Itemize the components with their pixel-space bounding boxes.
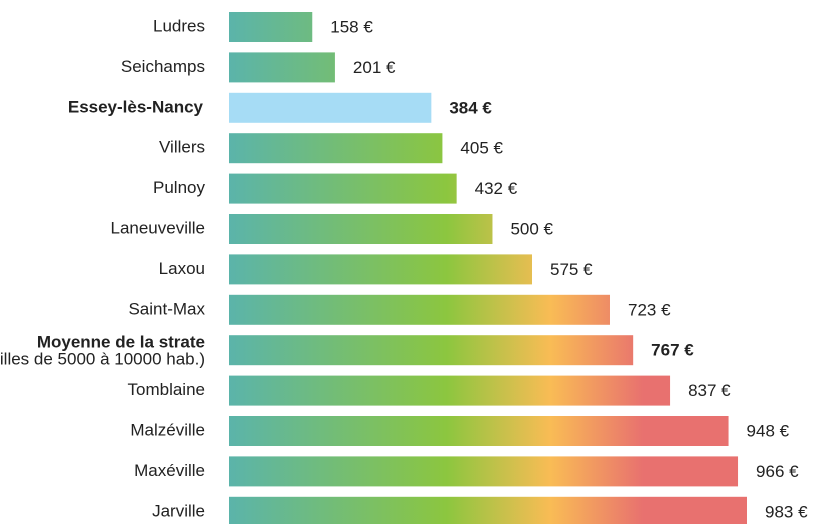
category-label: Seichamps <box>121 57 205 76</box>
value-label: 384 € <box>449 98 492 117</box>
value-label: 767 € <box>651 341 694 360</box>
category-label: Laxou <box>159 259 205 278</box>
category-label: Jarville <box>152 501 205 520</box>
bar <box>229 254 533 285</box>
value-label: 983 € <box>765 502 808 521</box>
category-label: Villers <box>159 138 205 157</box>
category-label: Essey-lès-Nancy <box>68 97 204 116</box>
bar <box>229 12 313 42</box>
category-label: Laneuveville <box>110 218 205 237</box>
value-label: 575 € <box>550 260 593 279</box>
value-label: 432 € <box>475 179 518 198</box>
value-label: 723 € <box>628 300 671 319</box>
category-label: Ludres <box>153 16 205 35</box>
value-label: 948 € <box>747 421 790 440</box>
category-note: (villes de 5000 à 10000 hab.) <box>0 350 205 369</box>
bar <box>229 133 443 164</box>
bar <box>229 52 335 83</box>
category-label: Saint-Max <box>128 299 205 318</box>
value-label: 158 € <box>330 17 373 36</box>
bar <box>229 335 634 366</box>
value-label: 837 € <box>688 381 731 400</box>
value-label: 201 € <box>353 58 396 77</box>
category-label: Maxéville <box>134 461 205 480</box>
category-label: Moyenne de la strate <box>37 333 205 352</box>
value-label: 405 € <box>460 139 503 158</box>
category-label: Malzéville <box>130 420 205 439</box>
bar <box>229 214 493 244</box>
bar <box>229 294 610 325</box>
bar <box>229 375 671 406</box>
bar <box>229 92 432 123</box>
value-label: 966 € <box>756 462 799 481</box>
bar <box>229 173 457 204</box>
bar <box>229 456 739 487</box>
category-label: Pulnoy <box>153 178 205 197</box>
bar <box>229 496 747 524</box>
bar <box>229 416 729 446</box>
category-label: Tomblaine <box>128 380 206 399</box>
value-label: 500 € <box>510 219 553 238</box>
